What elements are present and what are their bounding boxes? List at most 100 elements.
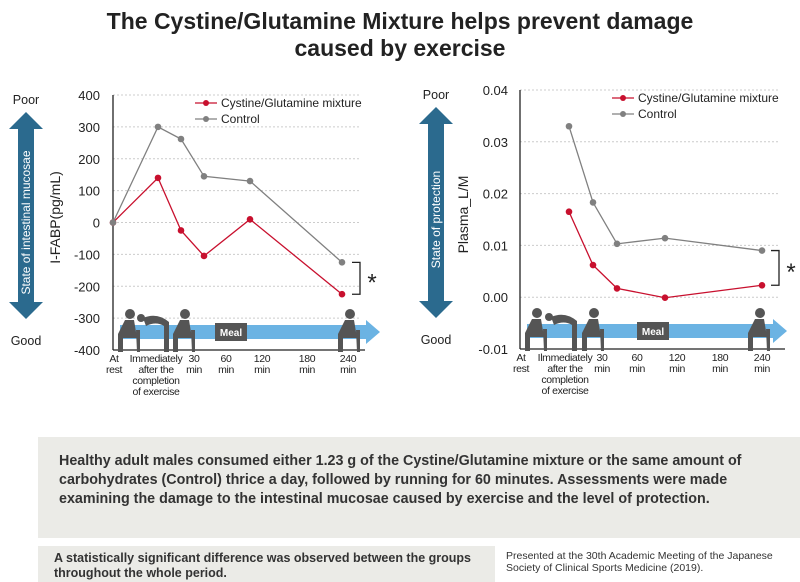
data-point-mixture: [589, 261, 597, 269]
data-point-mixture: [338, 290, 346, 298]
x-tick-line: min: [186, 364, 202, 376]
x-tick-label: Ilmmediately after the completion of exerci…: [538, 352, 594, 397]
reference-note: Presented at the 30th Academic Meeting o…: [506, 550, 773, 574]
data-point-control: [154, 123, 162, 131]
significance-bracket: [352, 261, 361, 295]
meal-label: Meal: [642, 327, 664, 338]
series-line-mixture: [112, 176, 343, 295]
head-icon: [532, 308, 542, 318]
charts: Poor Good State of intestinal mucosae I-FAB…: [9, 83, 796, 398]
data-point-control: [613, 240, 621, 248]
meal-box: [637, 322, 669, 340]
head-icon: [125, 309, 135, 319]
series-line-mixture: [568, 211, 763, 299]
series-line-control: [568, 126, 763, 252]
x-tick-line: 30: [189, 353, 200, 365]
x-tick-line: min: [629, 363, 645, 375]
x-tick-line: min: [669, 363, 685, 375]
x-tick-line: min: [594, 363, 610, 375]
title-line-2: caused by exercise: [294, 35, 506, 61]
data-point-control: [758, 247, 766, 254]
y-tick-label: -400: [74, 343, 100, 358]
good-label: Good: [11, 334, 42, 348]
x-tick-line: At: [516, 352, 526, 364]
x-tick-label: Immediately after the completion of exercis…: [130, 353, 184, 398]
x-tick-line: 180: [712, 352, 729, 364]
x-tick-line: after the: [547, 363, 583, 375]
study-description: Healthy adult males consumed either 1.23…: [38, 437, 800, 538]
series-line-control: [112, 125, 343, 263]
data-point-control: [200, 172, 208, 180]
y-tick-label: 0.02: [483, 187, 508, 202]
significance-bracket: [771, 249, 780, 286]
y-axis-label: I-FABP(pg/mL): [47, 171, 63, 264]
x-tick-label: 180 min: [712, 352, 729, 375]
x-tick-label: 120 min: [254, 353, 271, 376]
x-tick-line: rest: [106, 364, 123, 376]
x-tick-line: At: [109, 353, 119, 365]
legend-marker: [620, 95, 626, 101]
data-point-mixture: [154, 174, 162, 182]
y-tick-label: 200: [78, 152, 100, 167]
x-tick-label: At rest: [513, 352, 530, 375]
head-icon: [345, 309, 355, 319]
data-point-control: [109, 219, 117, 226]
good-label: Good: [421, 333, 452, 347]
x-tick-line: after the: [138, 364, 174, 376]
x-tick-line: min: [340, 364, 356, 376]
x-tick-label: 240 min: [754, 352, 771, 375]
y-tick-label: 0.04: [483, 83, 508, 98]
legend-label: Cystine/Glutamine mixture: [638, 91, 779, 105]
x-tick-line: completion: [132, 375, 180, 387]
x-tick-line: min: [254, 364, 270, 376]
data-point-control: [565, 122, 573, 130]
y-axis-label: Plasma_L/M: [455, 176, 471, 254]
x-tick-label: 60 min: [629, 352, 645, 375]
x-tick-label: 120 min: [669, 352, 686, 375]
x-tick-line: min: [299, 364, 315, 376]
x-tick-line: 120: [254, 353, 271, 365]
data-point-mixture: [200, 252, 208, 260]
y-tick-label: 0.03: [483, 135, 508, 150]
x-tick-label: 30 min: [186, 353, 202, 376]
seated-person-icon: [118, 320, 140, 352]
x-tick-line: rest: [513, 363, 530, 375]
data-point-control: [246, 177, 254, 185]
data-point-control: [661, 234, 669, 242]
exercising-person-icon: [551, 314, 577, 351]
state-double-arrow-icon: [9, 112, 43, 319]
head-icon: [589, 308, 599, 318]
seated-person-icon: [525, 319, 547, 351]
seated-person-icon: [582, 319, 604, 351]
x-tick-label: At rest: [106, 353, 123, 376]
poor-label: Poor: [13, 93, 39, 107]
x-tick-label: 240 min: [340, 353, 357, 376]
data-point-mixture: [613, 285, 621, 292]
x-tick-line: completion: [541, 374, 589, 386]
legend-marker: [620, 111, 626, 117]
data-point-mixture: [758, 281, 766, 289]
x-tick-line: 120: [669, 352, 686, 364]
chart-2: Poor Good State of protection Plasma_L/M 0.0…: [419, 83, 796, 397]
x-tick-line: 30: [597, 352, 608, 364]
y-tick-label: 0.00: [483, 290, 508, 305]
legend-marker: [203, 116, 209, 122]
head-icon: [755, 308, 765, 318]
exercising-person-icon: [143, 315, 169, 352]
meal-box: [215, 323, 247, 341]
poor-label: Poor: [423, 88, 449, 102]
x-tick-line: Ilmmediately: [538, 352, 594, 364]
meal-label: Meal: [220, 328, 242, 339]
seated-person-icon: [748, 319, 770, 351]
y-tick-label: 100: [78, 184, 100, 199]
y-tick-label: -100: [74, 247, 100, 262]
x-tick-label: 180 min: [299, 353, 316, 376]
x-tick-line: 240: [754, 352, 771, 364]
x-tick-label: 30 min: [594, 352, 610, 375]
y-tick-label: 0.01: [483, 238, 508, 253]
y-tick-label: 0: [93, 216, 100, 231]
x-tick-line: 240: [340, 353, 357, 365]
chart-1: Poor Good State of intestinal mucosae I-FAB…: [9, 88, 380, 398]
data-point-mixture: [177, 227, 185, 234]
significance-marker: *: [786, 259, 795, 286]
